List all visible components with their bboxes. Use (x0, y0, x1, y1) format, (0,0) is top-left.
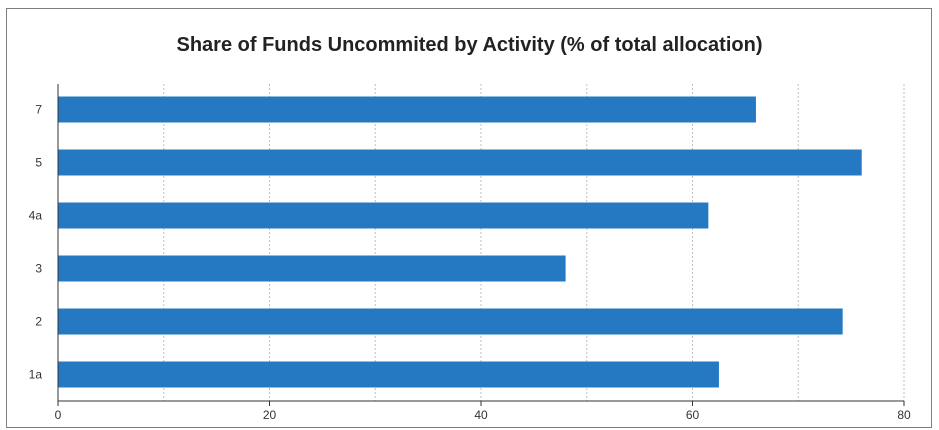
chart-title: Share of Funds Uncommited by Activity (%… (176, 34, 763, 56)
x-tick-label-60: 60 (686, 408, 700, 422)
x-tick-label-0: 0 (55, 408, 62, 422)
y-tick-label-2: 2 (35, 315, 42, 329)
y-tick-label-1a: 1a (29, 368, 43, 382)
axes (57, 84, 905, 406)
bar-4a (58, 202, 709, 229)
bars (58, 96, 862, 388)
bar-3 (58, 255, 566, 282)
y-tick-label-3: 3 (35, 262, 42, 276)
bar-2 (58, 308, 843, 335)
x-tick-label-40: 40 (474, 408, 488, 422)
y-tick-label-5: 5 (35, 156, 42, 170)
x-tick-label-20: 20 (263, 408, 277, 422)
x-tick-label-80: 80 (897, 408, 911, 422)
y-tick-label-4a: 4a (29, 209, 43, 223)
gridlines (163, 84, 905, 401)
bar-5 (58, 149, 862, 176)
bar-1a (58, 361, 719, 388)
y-tick-label-7: 7 (35, 103, 42, 117)
bar-7 (58, 96, 756, 123)
tick-labels: 7 5 4a 3 2 1a 0 20 40 60 80 (29, 103, 911, 423)
